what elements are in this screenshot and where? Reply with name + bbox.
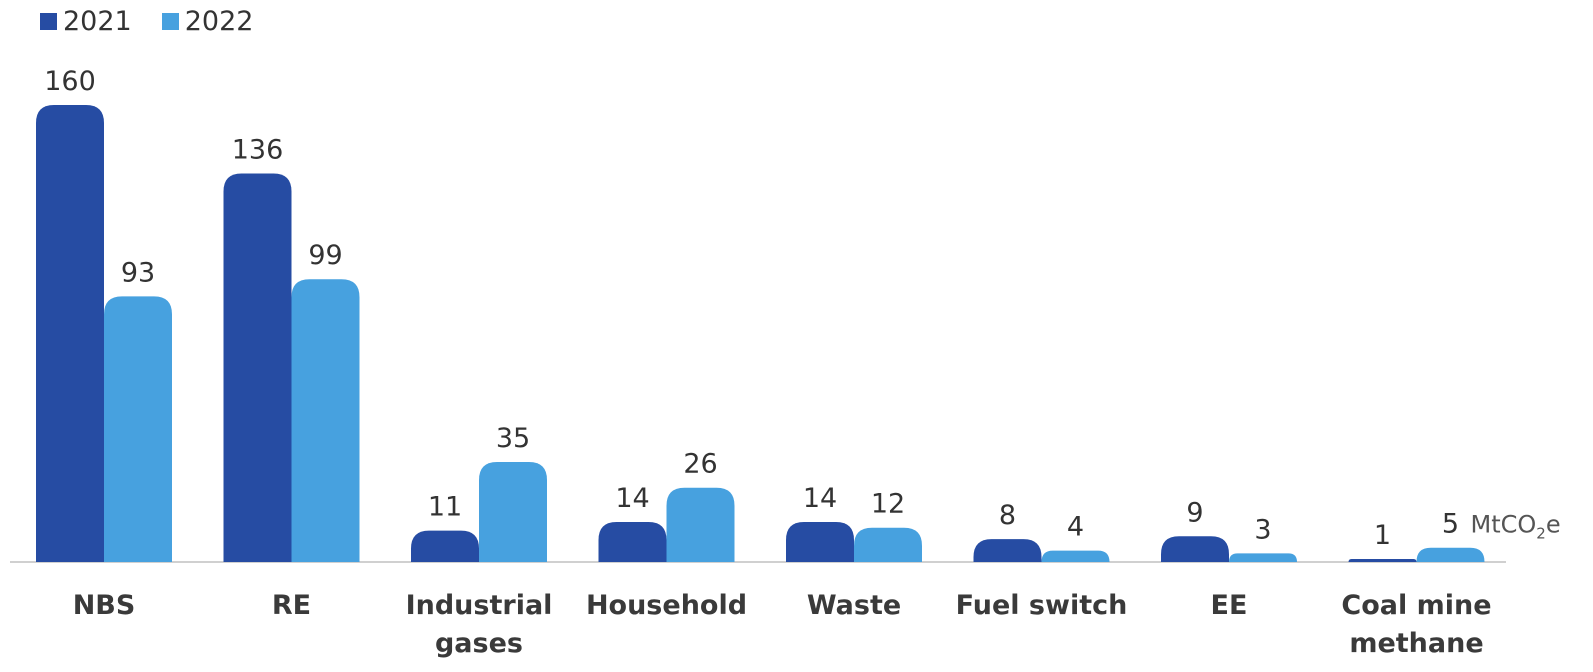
data-label-2021-7: 1	[1374, 520, 1391, 551]
category-label-1: RE	[272, 590, 311, 621]
data-label-2021-1: 136	[232, 135, 284, 166]
category-label-4: Waste	[807, 590, 901, 621]
legend-swatch-2022	[161, 13, 179, 30]
data-label-2022-0: 93	[121, 257, 155, 288]
category-label-7: Coal mine methane	[1341, 590, 1491, 659]
category-label-2: Industrial gases	[406, 590, 553, 659]
category-label-0: NBS	[73, 590, 136, 621]
legend-item-2022: 2022	[161, 6, 254, 37]
bar-2022-5	[1041, 550, 1110, 562]
data-label-2021-5: 8	[999, 500, 1016, 531]
data-label-2022-2: 35	[496, 423, 530, 454]
category-label-3: Household	[586, 590, 747, 621]
bar-2022-0	[104, 296, 172, 562]
data-label-2021-3: 14	[615, 483, 649, 514]
bar-2021-6	[1161, 536, 1229, 562]
bar-2022-4	[854, 527, 922, 562]
legend-label-2022: 2022	[184, 6, 254, 37]
bar-2022-2	[479, 462, 547, 562]
legend-swatch-2021	[40, 13, 57, 30]
chart-legend: 2021 2022	[40, 6, 253, 37]
bar-2021-1	[223, 173, 292, 563]
bar-2021-0	[36, 105, 104, 562]
bar-2022-1	[291, 279, 360, 562]
category-label-5: Fuel switch	[956, 590, 1128, 621]
bar-2021-5	[973, 539, 1042, 562]
category-label-6: EE	[1211, 590, 1248, 621]
unit-annotation: MtCO2e	[1471, 511, 1561, 543]
data-label-2022-7: 5	[1442, 509, 1459, 540]
data-label-2021-2: 11	[428, 492, 462, 523]
data-label-2022-1: 99	[308, 240, 342, 271]
legend-item-2021: 2021	[40, 6, 132, 37]
bar-2022-3	[666, 487, 735, 562]
data-label-2022-3: 26	[683, 449, 717, 480]
bar-2022-6	[1229, 553, 1297, 562]
data-label-2021-0: 160	[44, 66, 96, 97]
data-label-2021-6: 9	[1186, 497, 1203, 528]
data-label-2022-5: 4	[1067, 512, 1084, 543]
bar-2022-7	[1416, 547, 1485, 562]
legend-label-2021: 2021	[63, 6, 132, 37]
data-label-2022-6: 3	[1254, 514, 1271, 545]
bar-2021-7	[1348, 559, 1417, 562]
bar-2021-3	[598, 522, 667, 562]
bar-2021-2	[411, 530, 479, 562]
data-label-2021-4: 14	[803, 483, 837, 514]
data-label-2022-4: 12	[871, 489, 905, 520]
bar-2021-4	[786, 522, 854, 562]
